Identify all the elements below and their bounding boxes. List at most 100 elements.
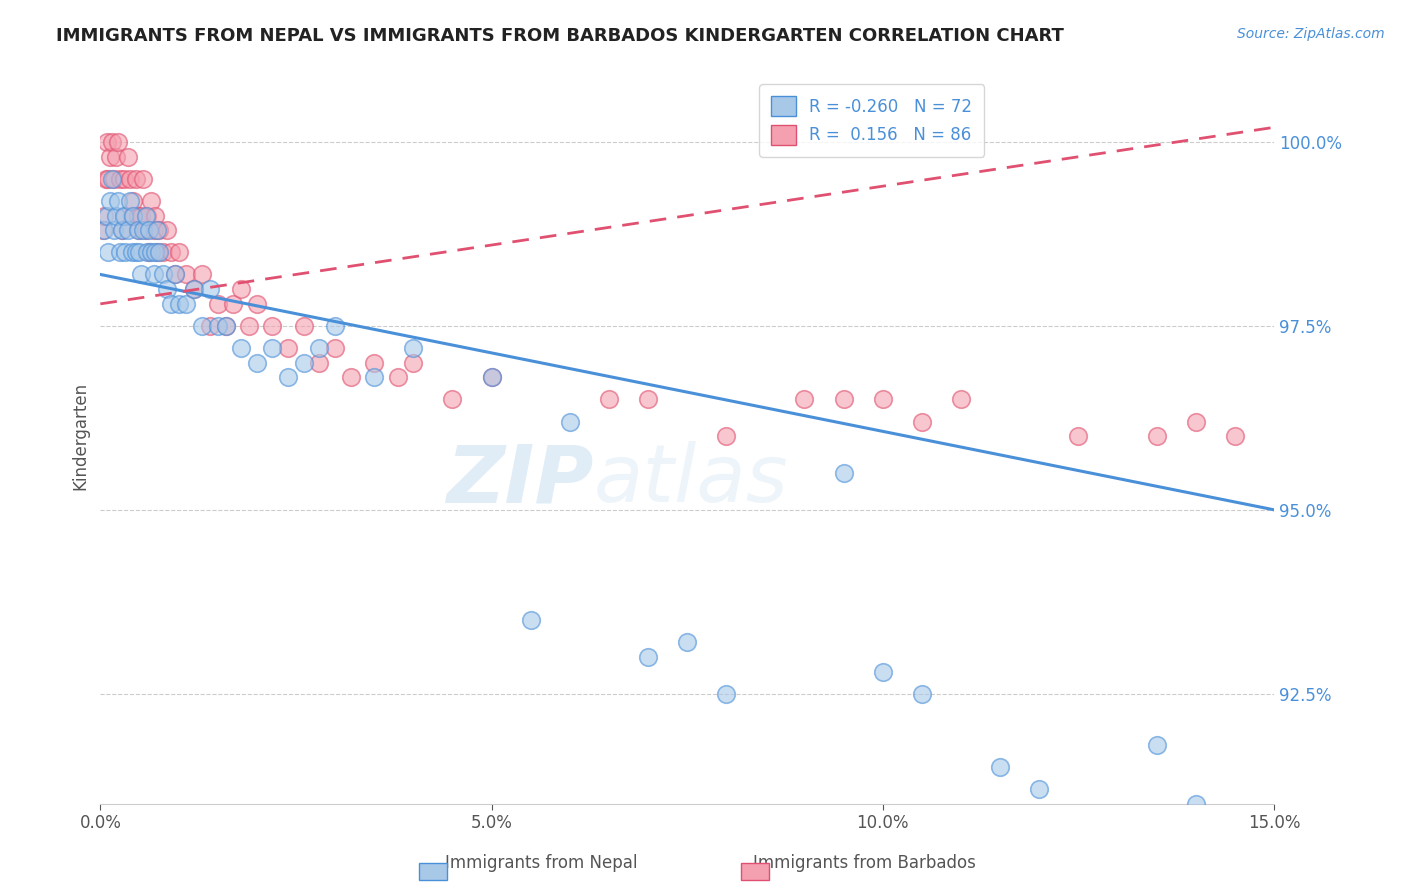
Point <box>911 687 934 701</box>
Point <box>121 209 143 223</box>
Point <box>121 245 143 260</box>
Point <box>128 245 150 260</box>
Point <box>143 245 166 260</box>
Point <box>481 370 503 384</box>
Point <box>872 392 894 407</box>
Point <box>207 318 229 333</box>
Point <box>101 171 124 186</box>
Point <box>872 665 894 679</box>
Point <box>198 318 221 333</box>
Point <box>292 356 315 370</box>
Y-axis label: Kindergarten: Kindergarten <box>72 382 89 491</box>
Point <box>105 150 128 164</box>
Point <box>135 209 157 223</box>
Point <box>112 171 135 186</box>
Point <box>107 135 129 149</box>
Point <box>277 341 299 355</box>
Point <box>911 415 934 429</box>
Point <box>277 370 299 384</box>
Point <box>159 297 181 311</box>
Point <box>191 268 214 282</box>
Point <box>127 223 149 237</box>
Point <box>363 370 385 384</box>
Point <box>108 245 131 260</box>
Point <box>1146 738 1168 752</box>
Point <box>949 392 972 407</box>
Point <box>159 245 181 260</box>
Text: IMMIGRANTS FROM NEPAL VS IMMIGRANTS FROM BARBADOS KINDERGARTEN CORRELATION CHART: IMMIGRANTS FROM NEPAL VS IMMIGRANTS FROM… <box>56 27 1064 45</box>
Point <box>141 194 163 208</box>
Point <box>793 392 815 407</box>
Point <box>481 370 503 384</box>
Point <box>832 466 855 480</box>
Point <box>141 245 163 260</box>
Point <box>129 209 152 223</box>
Point <box>308 341 330 355</box>
Point <box>148 223 170 237</box>
Point <box>129 268 152 282</box>
Point <box>120 194 142 208</box>
Point <box>716 687 738 701</box>
Point <box>142 223 165 237</box>
Point <box>128 223 150 237</box>
Point <box>246 297 269 311</box>
Point <box>308 356 330 370</box>
Point <box>98 194 121 208</box>
Point <box>101 135 124 149</box>
Point <box>637 649 659 664</box>
Point <box>103 223 125 237</box>
Point <box>988 760 1011 774</box>
Point <box>163 268 186 282</box>
Point <box>637 392 659 407</box>
Point <box>98 150 121 164</box>
Point <box>214 318 236 333</box>
Point <box>519 613 541 627</box>
Point <box>441 392 464 407</box>
Point <box>143 209 166 223</box>
Point <box>191 318 214 333</box>
Point <box>111 223 134 237</box>
Text: atlas: atlas <box>593 442 787 519</box>
Point <box>138 223 160 237</box>
Point <box>246 356 269 370</box>
Point <box>176 268 198 282</box>
Point <box>1146 429 1168 443</box>
Text: Source: ZipAtlas.com: Source: ZipAtlas.com <box>1237 27 1385 41</box>
Point <box>124 171 146 186</box>
Text: Immigrants from Barbados: Immigrants from Barbados <box>754 855 976 872</box>
Point <box>198 282 221 296</box>
Point <box>111 223 134 237</box>
Text: ZIP: ZIP <box>446 442 593 519</box>
Point <box>142 268 165 282</box>
Point <box>136 245 159 260</box>
Point <box>135 223 157 237</box>
Point <box>214 318 236 333</box>
Point <box>1184 415 1206 429</box>
Point <box>152 245 174 260</box>
Point <box>402 341 425 355</box>
Point <box>132 171 155 186</box>
Point <box>231 341 253 355</box>
Point <box>387 370 409 384</box>
Point <box>156 282 179 296</box>
Point <box>91 223 114 237</box>
Point <box>127 209 149 223</box>
Point <box>122 194 145 208</box>
Point <box>105 209 128 223</box>
Point <box>558 415 581 429</box>
Point <box>402 356 425 370</box>
Point <box>117 150 139 164</box>
Point <box>114 209 136 223</box>
Point <box>231 282 253 296</box>
Point <box>156 223 179 237</box>
Point <box>716 429 738 443</box>
Point <box>163 268 186 282</box>
Point <box>148 245 170 260</box>
Point <box>1028 782 1050 797</box>
Point <box>108 171 131 186</box>
Point <box>323 341 346 355</box>
Point <box>292 318 315 333</box>
Point <box>112 209 135 223</box>
Point <box>96 135 118 149</box>
Point <box>1067 429 1090 443</box>
